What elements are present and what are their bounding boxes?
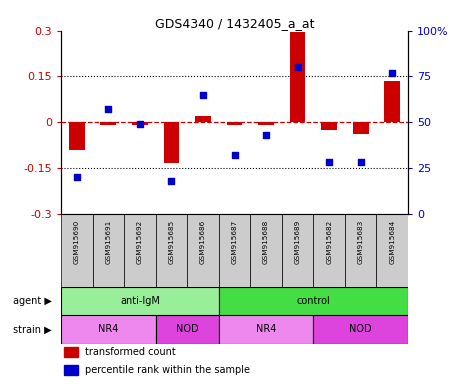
Bar <box>353 122 369 134</box>
Text: GSM915686: GSM915686 <box>200 219 206 264</box>
Bar <box>156 315 219 344</box>
Text: agent ▶: agent ▶ <box>13 296 52 306</box>
Bar <box>313 214 345 287</box>
Text: GSM915689: GSM915689 <box>295 219 301 264</box>
Text: NOD: NOD <box>176 324 198 334</box>
Text: GSM915690: GSM915690 <box>74 219 80 264</box>
Text: control: control <box>296 296 330 306</box>
Bar <box>69 122 84 150</box>
Bar <box>250 214 282 287</box>
Bar <box>321 122 337 130</box>
Bar <box>164 122 179 163</box>
Bar <box>227 122 242 125</box>
Point <box>167 177 175 184</box>
Bar <box>377 214 408 287</box>
Bar <box>290 32 305 122</box>
Text: anti-IgM: anti-IgM <box>120 296 160 306</box>
Text: GSM915683: GSM915683 <box>358 219 363 264</box>
Bar <box>313 315 408 344</box>
Point <box>105 106 112 113</box>
Point <box>231 152 238 158</box>
Text: strain ▶: strain ▶ <box>13 324 52 334</box>
Bar <box>100 122 116 125</box>
Bar <box>195 116 211 122</box>
Text: NOD: NOD <box>349 324 372 334</box>
Point <box>388 70 396 76</box>
Text: percentile rank within the sample: percentile rank within the sample <box>85 365 250 375</box>
Title: GDS4340 / 1432405_a_at: GDS4340 / 1432405_a_at <box>155 17 314 30</box>
Bar <box>219 315 313 344</box>
Point <box>325 159 333 166</box>
Point <box>199 92 207 98</box>
Bar <box>187 214 219 287</box>
Bar <box>345 214 377 287</box>
Bar <box>219 214 250 287</box>
Bar <box>64 347 78 357</box>
Text: NR4: NR4 <box>256 324 276 334</box>
Text: GSM915687: GSM915687 <box>232 219 237 264</box>
Bar <box>385 81 400 122</box>
Text: transformed count: transformed count <box>85 347 176 357</box>
Bar <box>61 214 92 287</box>
Text: NR4: NR4 <box>98 324 119 334</box>
Bar <box>156 214 187 287</box>
Bar <box>124 214 156 287</box>
Bar <box>258 122 274 125</box>
Bar <box>64 365 78 376</box>
Bar <box>92 214 124 287</box>
Text: GSM915682: GSM915682 <box>326 219 332 264</box>
Bar <box>282 214 313 287</box>
Bar <box>219 287 408 315</box>
Text: GSM915685: GSM915685 <box>168 219 174 264</box>
Point <box>262 132 270 138</box>
Text: GSM915691: GSM915691 <box>106 219 111 264</box>
Text: GSM915692: GSM915692 <box>137 219 143 264</box>
Bar <box>132 122 148 125</box>
Point <box>294 64 302 70</box>
Bar <box>61 287 219 315</box>
Text: GSM915684: GSM915684 <box>389 219 395 264</box>
Text: GSM915688: GSM915688 <box>263 219 269 264</box>
Point <box>73 174 81 180</box>
Point <box>136 121 144 127</box>
Point <box>357 159 364 166</box>
Bar <box>61 315 156 344</box>
